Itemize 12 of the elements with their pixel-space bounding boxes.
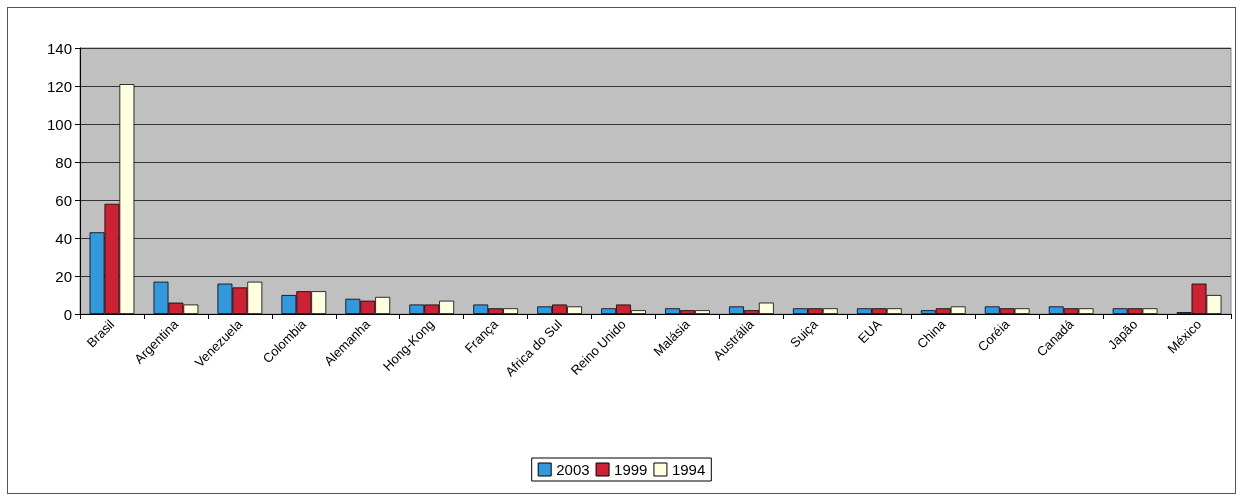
y-tick-label: 100 <box>46 115 72 133</box>
y-tick-label: 140 <box>46 39 72 57</box>
y-tick-label: 80 <box>55 153 72 171</box>
y-tick-label: 20 <box>55 267 72 285</box>
legend-label: 1999 <box>614 461 648 478</box>
y-tick-label: 60 <box>55 191 72 209</box>
legend-label: 2003 <box>556 461 590 478</box>
y-tick-label: 120 <box>46 77 72 95</box>
y-tick-label: 40 <box>55 229 72 247</box>
legend-label: 1994 <box>671 461 706 478</box>
y-tick-label: 0 <box>63 305 72 323</box>
x-tick-label: EUA <box>855 316 885 347</box>
